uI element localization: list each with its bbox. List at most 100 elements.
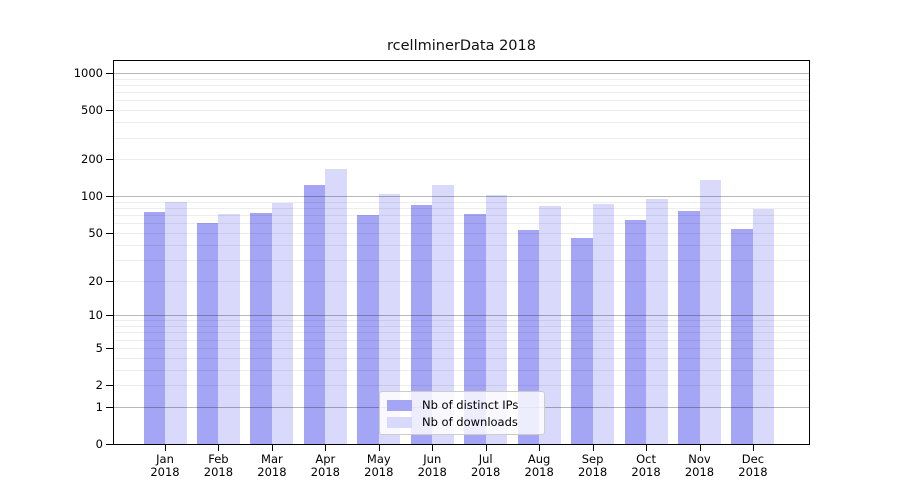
x-tick-mark-sep [593, 445, 594, 451]
x-tick-mark-apr [325, 445, 326, 451]
bar-downloads-jul [485, 194, 508, 445]
legend-label-downloads: Nb of downloads [422, 415, 518, 429]
y-tick-label-100: 100 [81, 189, 103, 204]
gridline-5 [113, 347, 810, 349]
chart-title: rcellminerData 2018 [387, 38, 536, 54]
bar-distinct-ips-sep [571, 238, 593, 445]
legend-swatch-distinct-ips [387, 399, 412, 411]
x-tick-mark-aug [539, 445, 540, 451]
y-tick-label-1000: 1000 [73, 66, 103, 81]
y-tick-mark-1000 [106, 73, 113, 74]
gridline-90 [113, 201, 810, 203]
gridline-8 [113, 326, 810, 327]
gridline-200 [113, 159, 810, 161]
bar-downloads-apr [325, 168, 347, 445]
bar-downloads-nov [699, 180, 721, 445]
x-tick-mark-nov [700, 445, 701, 451]
y-tick-mark-1 [106, 407, 113, 408]
bar-downloads-feb [218, 213, 240, 445]
y-tick-mark-2 [106, 385, 113, 386]
x-tick-mark-oct [646, 445, 647, 451]
x-tick-label-jul: Jul 2018 [471, 452, 501, 479]
gridline-70 [113, 215, 810, 217]
bar-distinct-ips-dec [731, 228, 753, 445]
gridline-50 [113, 232, 810, 234]
bar-distinct-ips-jul [464, 213, 486, 445]
gridline-20 [113, 280, 810, 282]
bar-downloads-jan [165, 201, 187, 445]
x-tick-label-sep: Sep 2018 [577, 452, 608, 479]
legend-item-downloads: Nb of downloads [387, 414, 536, 430]
y-tick-label-0: 0 [95, 437, 103, 451]
y-tick-label-1: 1 [95, 399, 103, 414]
y-tick-mark-10 [106, 315, 113, 316]
legend-label-distinct-ips: Nb of distinct IPs [422, 398, 519, 412]
y-tick-mark-5 [106, 348, 113, 349]
x-tick-mark-jan [165, 445, 166, 451]
x-tick-mark-dec [753, 445, 754, 451]
gridline-1000 [113, 73, 810, 74]
bar-downloads-may [378, 193, 401, 445]
bar-downloads-oct [646, 198, 668, 445]
y-tick-mark-500 [106, 110, 113, 111]
x-tick-label-aug: Aug 2018 [524, 452, 554, 479]
x-tick-mark-may [379, 445, 380, 451]
x-tick-mark-feb [218, 445, 219, 451]
gridline-100 [113, 196, 810, 198]
y-tick-mark-50 [106, 233, 113, 234]
bar-downloads-dec [752, 209, 775, 445]
bar-distinct-ips-jun [410, 204, 433, 445]
gridline-9 [113, 320, 810, 322]
y-tick-label-50: 50 [88, 225, 103, 240]
bar-downloads-aug [539, 205, 561, 445]
gridline-6 [113, 339, 810, 341]
y-tick-mark-200 [106, 159, 113, 160]
bar-downloads-mar [271, 202, 294, 445]
y-tick-label-200: 200 [81, 152, 103, 167]
plot-area: Nb of distinct IPs Nb of downloads [113, 60, 810, 445]
y-tick-mark-100 [106, 196, 113, 197]
gridline-30 [113, 259, 810, 261]
y-tick-label-500: 500 [81, 103, 103, 118]
bar-distinct-ips-feb [196, 223, 219, 445]
gridline-600 [113, 100, 810, 102]
bar-distinct-ips-nov [678, 211, 700, 445]
x-tick-label-apr: Apr 2018 [310, 452, 340, 479]
gridline-900 [113, 78, 810, 80]
x-tick-mark-mar [272, 445, 273, 451]
bar-distinct-ips-may [357, 214, 379, 445]
grid-layer [113, 60, 810, 445]
gridline-700 [113, 92, 810, 94]
y-tick-mark-0 [106, 444, 113, 445]
x-tick-label-may: May 2018 [364, 452, 394, 479]
y-tick-mark-20 [106, 281, 113, 282]
x-tick-label-nov: Nov 2018 [684, 452, 715, 479]
legend-item-distinct-ips: Nb of distinct IPs [387, 397, 536, 413]
y-tick-label-10: 10 [88, 308, 103, 323]
bar-downloads-jun [432, 185, 454, 445]
x-tick-label-dec: Dec 2018 [738, 452, 768, 479]
gridline-500 [113, 110, 810, 112]
legend: Nb of distinct IPs Nb of downloads [379, 391, 545, 435]
x-tick-mark-jun [432, 445, 433, 451]
x-tick-mark-jul [486, 445, 487, 451]
gridline-2 [113, 385, 810, 386]
x-tick-label-oct: Oct 2018 [631, 452, 661, 479]
bar-distinct-ips-jan [143, 211, 165, 445]
bar-distinct-ips-mar [250, 212, 272, 445]
x-tick-label-feb: Feb 2018 [203, 452, 234, 479]
gridline-40 [113, 244, 810, 246]
legend-swatch-downloads [387, 416, 412, 428]
gridline-300 [113, 137, 810, 139]
y-tick-label-20: 20 [88, 273, 103, 288]
gridline-400 [113, 122, 810, 124]
gridline-4 [113, 357, 810, 359]
x-tick-label-jun: Jun 2018 [417, 452, 447, 479]
bar-distinct-ips-oct [624, 220, 647, 445]
bar-downloads-sep [592, 204, 615, 445]
x-tick-label-mar: Mar 2018 [257, 452, 287, 479]
y-tick-label-2: 2 [95, 378, 103, 392]
gridline-10 [113, 315, 810, 317]
bar-distinct-ips-apr [303, 185, 326, 445]
